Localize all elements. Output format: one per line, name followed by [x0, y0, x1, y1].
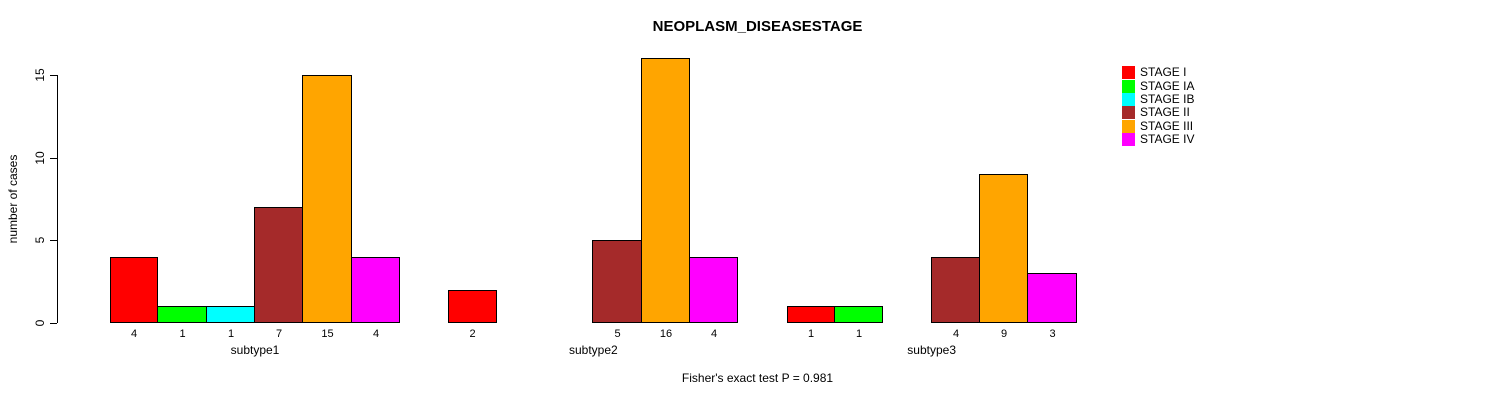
category-label-subtype1: subtype1 [230, 343, 280, 357]
y-axis-tick [50, 157, 57, 159]
legend-item-stage-iv: STAGE IV [1122, 132, 1195, 147]
bar-value-label: 4 [372, 328, 380, 340]
bar-subtype2-stage-i [448, 289, 497, 323]
bar-subtype3-stage-iii [979, 174, 1028, 323]
legend-swatch [1122, 119, 1135, 133]
legend-item-stage-i: STAGE I [1122, 65, 1194, 80]
y-axis-tick [50, 323, 57, 324]
bar-value-label: 4 [130, 328, 138, 340]
legend-item-stage-ib: STAGE IB [1122, 91, 1195, 106]
bar-subtype3-stage-ii [931, 256, 980, 323]
legend-swatch [1122, 79, 1135, 93]
y-axis-tick-label: 15 [33, 68, 47, 82]
bar-subtype2-stage-iv [689, 256, 738, 323]
y-axis-label: number of cases [6, 154, 20, 244]
bar-value-label: 3 [1049, 328, 1056, 340]
bar-subtype3-stage-iv [1027, 273, 1077, 323]
bar-value-label: 7 [275, 328, 283, 340]
legend-swatch [1122, 92, 1135, 106]
legend-swatch [1122, 106, 1135, 120]
legend-swatch [1122, 133, 1135, 147]
legend-label: STAGE IB [1140, 91, 1195, 106]
legend-item-stage-ii: STAGE II [1122, 105, 1194, 120]
bar-subtype1-stage-ia [157, 306, 207, 323]
chart-title: NEOPLASM_DISEASESTAGE [652, 18, 863, 35]
bar-subtype1-stage-ii [254, 207, 303, 323]
legend-label: STAGE IV [1140, 132, 1195, 147]
legend-swatch [1122, 66, 1135, 80]
legend: STAGE I STAGE IA STAGE IB STAGE II STAGE III… [1122, 65, 1195, 147]
y-axis-tick-label: 10 [33, 150, 47, 165]
bar-subtype1-stage-i [110, 256, 158, 323]
bar-value-label: 2 [469, 328, 476, 340]
bar-subtype3-stage-i [787, 306, 835, 323]
bar-subtype3-stage-ia [834, 306, 883, 323]
bar-value-label: 4 [952, 328, 960, 340]
y-axis-tick [50, 75, 57, 76]
y-axis-line [57, 75, 58, 323]
annotation-text: Fisher's exact test P = 0.981 [681, 371, 834, 385]
category-label-subtype3: subtype3 [907, 343, 957, 357]
category-label-subtype2: subtype2 [568, 343, 618, 357]
bar-value-label: 4 [710, 328, 718, 340]
legend-label: STAGE IA [1140, 78, 1195, 93]
bar-value-label: 1 [227, 328, 235, 340]
bar-value-label: 9 [1000, 328, 1008, 340]
legend-item-stage-ia: STAGE IA [1122, 78, 1195, 93]
y-axis-tick-label: 0 [33, 319, 47, 327]
bar-value-label: 16 [659, 328, 673, 340]
bar-value-label: 1 [855, 328, 863, 340]
bar-value-label: 15 [321, 328, 334, 340]
bar-subtype1-stage-ib [206, 306, 255, 323]
legend-label: STAGE II [1140, 105, 1190, 120]
bar-subtype2-stage-ii [592, 240, 642, 323]
y-axis-tick [50, 240, 57, 242]
bar-subtype2-stage-iii [641, 58, 690, 323]
bar-subtype1-stage-iv [351, 256, 400, 323]
bar-value-label: 5 [614, 328, 621, 340]
bar-subtype1-stage-iii [302, 75, 352, 323]
legend-item-stage-iii: STAGE III [1122, 118, 1194, 133]
bar-value-label: 1 [807, 328, 815, 340]
bar-value-label: 1 [179, 328, 186, 340]
legend-label: STAGE III [1140, 118, 1194, 133]
legend-label: STAGE I [1140, 65, 1187, 80]
y-axis-tick-label: 5 [33, 236, 47, 244]
